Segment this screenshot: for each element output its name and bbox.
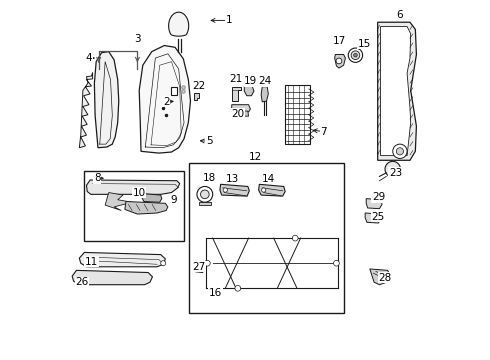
- Polygon shape: [232, 110, 248, 116]
- Text: 27: 27: [192, 262, 205, 272]
- Circle shape: [336, 58, 342, 64]
- Text: 2: 2: [163, 97, 170, 107]
- Text: 22: 22: [192, 81, 205, 91]
- FancyBboxPatch shape: [190, 163, 343, 313]
- Circle shape: [161, 261, 166, 266]
- Text: 15: 15: [357, 39, 370, 49]
- Circle shape: [262, 188, 266, 192]
- Polygon shape: [385, 161, 400, 177]
- Polygon shape: [245, 86, 254, 96]
- Polygon shape: [232, 87, 242, 101]
- Circle shape: [235, 285, 241, 291]
- Text: 26: 26: [75, 277, 89, 287]
- Text: 23: 23: [389, 168, 402, 178]
- Text: 13: 13: [226, 174, 239, 184]
- Text: 8: 8: [94, 173, 100, 183]
- Text: 10: 10: [133, 188, 146, 198]
- Text: 25: 25: [371, 212, 384, 221]
- Text: 9: 9: [170, 195, 176, 205]
- Circle shape: [200, 190, 209, 199]
- Text: 17: 17: [333, 36, 346, 46]
- Polygon shape: [261, 87, 269, 102]
- Polygon shape: [72, 270, 152, 285]
- Text: 29: 29: [372, 192, 385, 202]
- Circle shape: [354, 53, 357, 57]
- Polygon shape: [142, 194, 162, 202]
- Text: 28: 28: [378, 273, 392, 283]
- Text: 4: 4: [86, 53, 92, 63]
- Circle shape: [196, 264, 201, 269]
- Text: 16: 16: [209, 288, 222, 298]
- Polygon shape: [194, 262, 205, 273]
- Polygon shape: [378, 22, 416, 160]
- Text: 21: 21: [229, 73, 243, 84]
- Text: 14: 14: [262, 174, 275, 184]
- Polygon shape: [95, 51, 119, 148]
- Polygon shape: [232, 105, 250, 113]
- Text: 12: 12: [249, 152, 262, 162]
- Polygon shape: [169, 12, 189, 36]
- Polygon shape: [366, 199, 382, 209]
- Polygon shape: [370, 269, 390, 285]
- Text: 18: 18: [202, 173, 216, 183]
- Text: 7: 7: [320, 127, 327, 136]
- Text: 5: 5: [206, 136, 213, 146]
- Circle shape: [348, 48, 363, 62]
- Polygon shape: [335, 54, 345, 68]
- Text: 6: 6: [396, 10, 402, 20]
- Polygon shape: [87, 180, 180, 194]
- Circle shape: [393, 144, 407, 158]
- FancyBboxPatch shape: [285, 85, 310, 144]
- Circle shape: [351, 51, 360, 59]
- Text: 19: 19: [244, 76, 257, 86]
- Text: 24: 24: [258, 76, 271, 86]
- Text: 20: 20: [231, 109, 245, 119]
- Text: 3: 3: [134, 35, 141, 44]
- Polygon shape: [105, 193, 132, 211]
- Circle shape: [223, 188, 227, 192]
- Circle shape: [396, 148, 403, 155]
- Text: 1: 1: [225, 15, 232, 26]
- Circle shape: [334, 260, 339, 266]
- Polygon shape: [139, 45, 191, 153]
- Polygon shape: [79, 72, 93, 148]
- FancyBboxPatch shape: [84, 171, 184, 241]
- Polygon shape: [79, 252, 166, 267]
- Text: 11: 11: [85, 257, 98, 267]
- Polygon shape: [259, 184, 285, 196]
- Polygon shape: [199, 202, 211, 205]
- Polygon shape: [194, 93, 199, 100]
- Polygon shape: [125, 202, 168, 214]
- Polygon shape: [365, 213, 381, 223]
- Circle shape: [197, 186, 213, 202]
- Polygon shape: [381, 27, 411, 156]
- Polygon shape: [220, 184, 249, 196]
- Circle shape: [293, 235, 298, 241]
- FancyBboxPatch shape: [172, 87, 177, 95]
- Circle shape: [204, 260, 210, 266]
